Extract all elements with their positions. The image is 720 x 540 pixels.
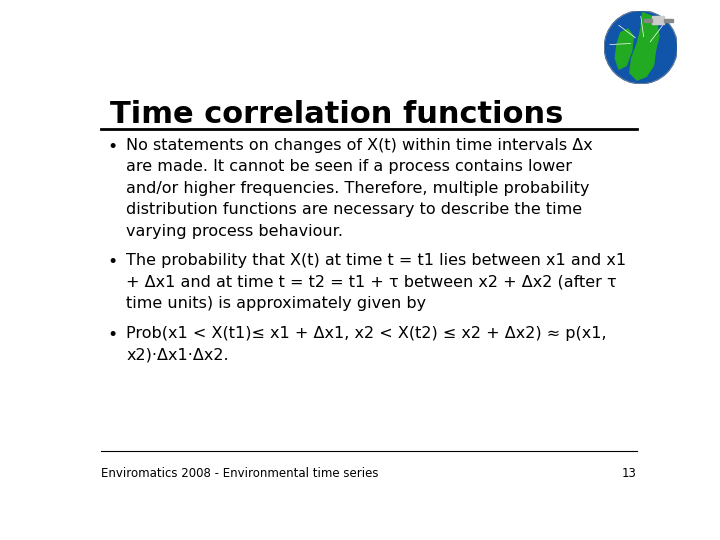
Bar (665, 19, 672, 22)
Text: The probability that X(t) at time t = t1 lies between x1 and x1: The probability that X(t) at time t = t1… (126, 253, 626, 268)
Circle shape (604, 11, 678, 84)
Bar (652, 16, 665, 24)
Text: •: • (108, 326, 118, 343)
Text: •: • (108, 138, 118, 156)
Polygon shape (616, 29, 634, 69)
Text: + Δx1 and at time t = t2 = t1 + τ between x2 + Δx2 (after τ: + Δx1 and at time t = t2 = t1 + τ betwee… (126, 275, 617, 290)
Text: No statements on changes of X(t) within time intervals Δx: No statements on changes of X(t) within … (126, 138, 593, 153)
Bar (644, 19, 652, 22)
Text: Prob(x1 < X(t1)≤ x1 + Δx1, x2 < X(t2) ≤ x2 + Δx2) ≈ p(x1,: Prob(x1 < X(t1)≤ x1 + Δx1, x2 < X(t2) ≤ … (126, 326, 607, 341)
Polygon shape (630, 12, 659, 80)
Text: are made. It cannot be seen if a process contains lower: are made. It cannot be seen if a process… (126, 159, 572, 174)
Text: Enviromatics 2008 - Environmental time series: Enviromatics 2008 - Environmental time s… (101, 467, 379, 480)
Text: and/or higher frequencies. Therefore, multiple probability: and/or higher frequencies. Therefore, mu… (126, 181, 590, 196)
Text: x2)·Δx1·Δx2.: x2)·Δx1·Δx2. (126, 347, 229, 362)
Text: time units) is approximately given by: time units) is approximately given by (126, 296, 426, 312)
Text: varying process behaviour.: varying process behaviour. (126, 224, 343, 239)
Text: 13: 13 (622, 467, 637, 480)
Text: •: • (108, 253, 118, 271)
Text: Time correlation functions: Time correlation functions (109, 100, 563, 129)
Text: distribution functions are necessary to describe the time: distribution functions are necessary to … (126, 202, 582, 218)
